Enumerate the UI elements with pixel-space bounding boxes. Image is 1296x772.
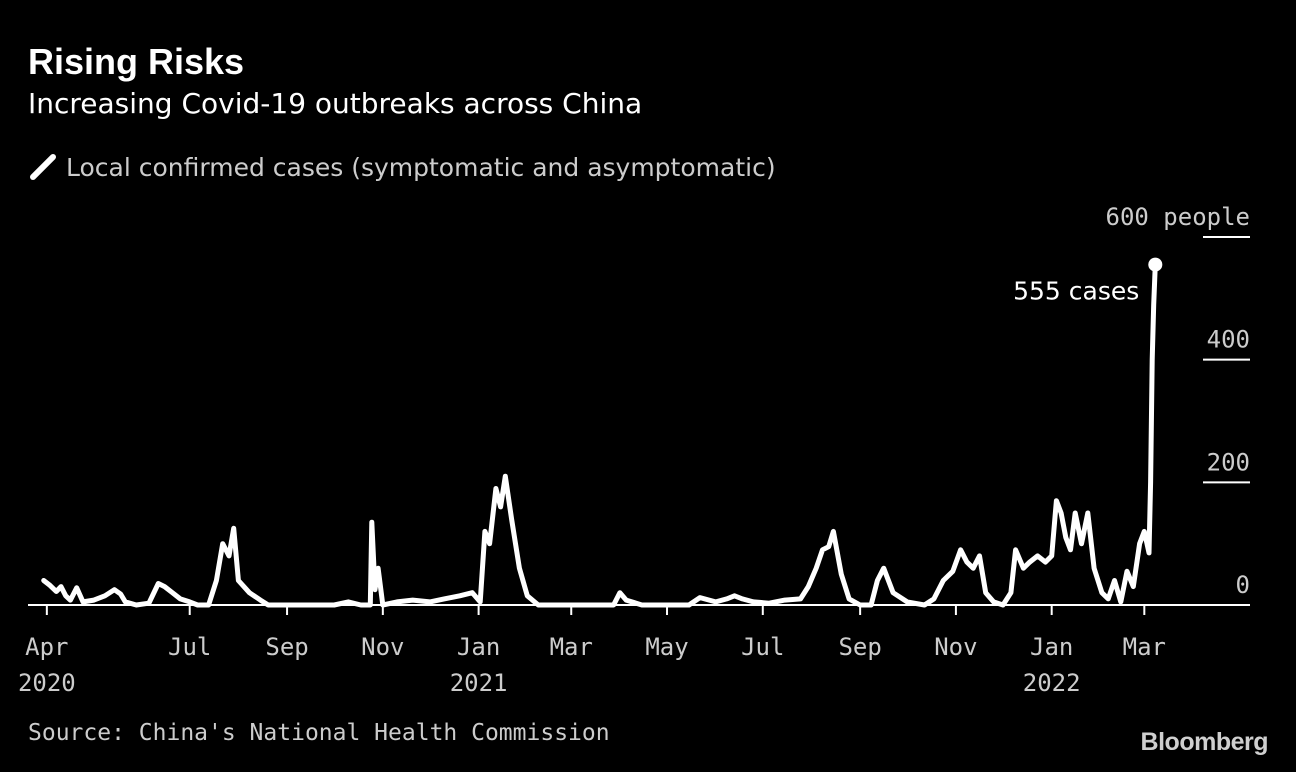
x-tick-label: May: [645, 633, 688, 661]
chart-title: Rising Risks: [28, 41, 245, 82]
x-tick-label: Jan: [457, 633, 500, 661]
x-tick-label: Sep: [838, 633, 881, 661]
series-line: [41, 262, 1158, 608]
x-tick-label: Mar: [550, 633, 593, 661]
x-tick-label: Jul: [741, 633, 784, 661]
y-tick-label: 600 people: [1106, 203, 1251, 231]
x-tick-label: Nov: [361, 633, 404, 661]
annotation-label: 555 cases: [1013, 277, 1139, 306]
x-tick-label: Apr: [25, 633, 68, 661]
legend-label: Local confirmed cases (symptomatic and a…: [66, 152, 776, 182]
x-tick-year-label: 2020: [18, 669, 76, 697]
chart-legend: Local confirmed cases (symptomatic and a…: [28, 150, 776, 184]
bloomberg-logo: Bloomberg: [1140, 728, 1269, 756]
x-tick-year-label: 2022: [1023, 669, 1081, 697]
x-tick-year-label: 2021: [450, 669, 508, 697]
x-tick-label: Jul: [168, 633, 211, 661]
x-tick-label: Jan: [1030, 633, 1073, 661]
annotation-marker: [1148, 257, 1163, 272]
x-tick-label: Sep: [265, 633, 308, 661]
x-tick-label: Nov: [934, 633, 977, 661]
y-tick-label: 200: [1207, 448, 1250, 476]
x-tick-label: Mar: [1123, 633, 1166, 661]
y-tick-label: 0: [1236, 571, 1250, 599]
chart-subtitle: Increasing Covid-19 outbreaks across Chi…: [28, 87, 643, 120]
line-series-swatch-icon: [30, 154, 56, 180]
source-note: Source: China's National Health Commissi…: [28, 720, 610, 746]
y-tick-label: 400: [1207, 326, 1250, 354]
